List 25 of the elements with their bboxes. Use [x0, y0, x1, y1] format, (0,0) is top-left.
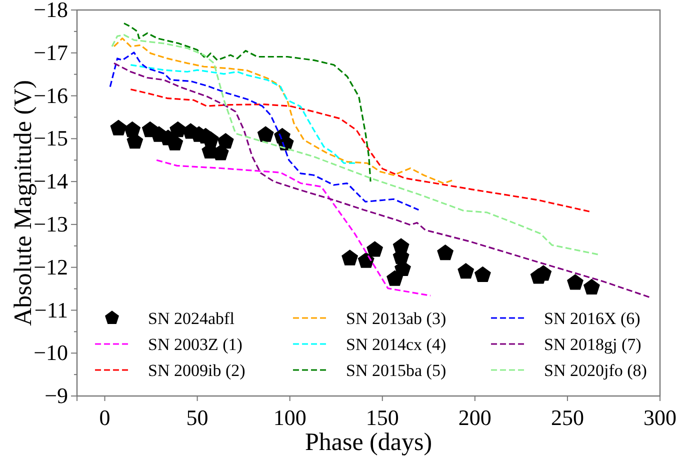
x-tick-label: 250 — [550, 404, 584, 430]
legend-label: SN 2018gj (7) — [544, 334, 642, 354]
y-tick-label: −17 — [34, 40, 68, 65]
legend-label: SN 2016X (6) — [544, 308, 640, 328]
legend-label: SN 2009ib (2) — [148, 360, 246, 380]
legend-label: SN 2014cx (4) — [346, 334, 446, 354]
legend-label: SN 2024abfl — [148, 308, 235, 328]
y-tick-label: −15 — [34, 126, 68, 151]
y-tick-label: −12 — [34, 254, 68, 280]
x-tick-label: 200 — [458, 404, 492, 430]
y-tick-label: −18 — [34, 0, 68, 22]
x-tick-label: 50 — [186, 404, 208, 430]
x-tick-label: 150 — [366, 404, 399, 430]
x-tick-label: 0 — [99, 404, 110, 430]
y-tick-label: −10 — [34, 340, 68, 366]
x-tick-label: 300 — [644, 404, 676, 430]
x-axis-title: Phase (days) — [304, 429, 432, 456]
y-tick-label: −9 — [44, 383, 68, 408]
legend-label: SN 2013ab (3) — [346, 308, 446, 328]
legend-label: SN 2020jfo (8) — [544, 360, 647, 380]
y-tick-label: −13 — [34, 211, 68, 236]
y-tick-label: −11 — [34, 297, 68, 322]
x-tick-label: 100 — [273, 404, 306, 430]
legend-label: SN 2003Z (1) — [148, 334, 242, 354]
legend-label: SN 2015ba (5) — [346, 360, 446, 380]
